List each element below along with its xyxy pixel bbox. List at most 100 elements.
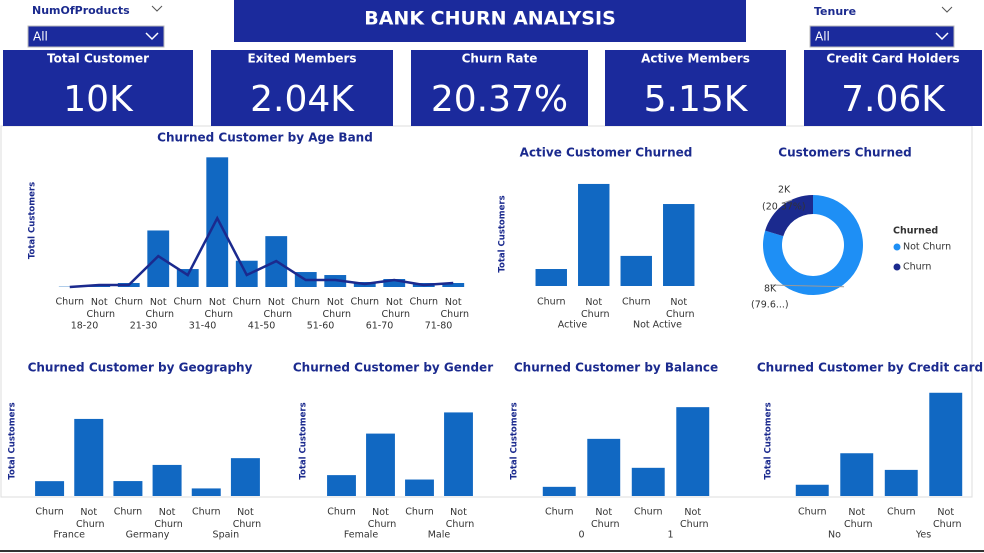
chart-title: Churned Customer by Gender	[293, 361, 493, 375]
title-box	[234, 0, 746, 42]
percent-label: (79.6...)	[751, 300, 789, 311]
y-axis-label: Total Customers	[764, 402, 774, 479]
y-axis-label: Total Customers	[498, 195, 508, 272]
x-tick-label: Churn	[410, 297, 438, 308]
x-group-label: France	[53, 530, 85, 541]
bar	[840, 453, 874, 496]
x-tick-label: Churn	[56, 297, 84, 308]
slicer-dropdown[interactable]	[27, 25, 165, 48]
chevron	[151, 5, 163, 12]
bar	[405, 479, 434, 496]
chart-title: Churned Customer by Geography	[28, 361, 253, 375]
x-tick-label: Not Churn	[379, 297, 410, 320]
x-group-label: Germany	[126, 530, 170, 541]
x-tick-label: Not Churn	[73, 507, 104, 530]
chart-title: Customers Churned	[778, 146, 911, 160]
x-group-label: 71-80	[425, 321, 453, 332]
bar	[631, 467, 665, 496]
x-tick-label: Not Churn	[930, 507, 961, 530]
x-group-label: 31-40	[189, 321, 217, 332]
x-tick-label: Not Churn	[663, 297, 694, 320]
x-tick-label: Not Churn	[677, 507, 708, 530]
x-tick-label: Not Churn	[230, 507, 261, 530]
kpi-card	[3, 50, 193, 126]
chart-title: Churned Customer by Balance	[514, 361, 718, 375]
kpi-value: 20.37%	[431, 79, 568, 120]
x-tick-label: Not Churn	[841, 507, 872, 530]
x-tick-label: Churn	[174, 297, 202, 308]
kpi-value: 10K	[63, 79, 134, 120]
x-tick-label: Not Churn	[320, 297, 351, 320]
kpi-label: Credit Card Holders	[826, 52, 959, 66]
legend-item: Not Churn	[903, 242, 951, 253]
x-tick-label: Churn	[115, 297, 143, 308]
kpi-label: Exited Members	[247, 52, 356, 66]
x-tick-label: Churn	[351, 297, 379, 308]
slicer-label: NumOfProducts	[32, 4, 130, 17]
x-tick-label: Not Churn	[151, 507, 182, 530]
bar	[620, 255, 652, 286]
bar	[206, 157, 229, 287]
x-group-label: Not Active	[633, 320, 682, 331]
slicer-dropdown[interactable]	[809, 25, 955, 48]
bar	[795, 484, 829, 496]
x-tick-label: Not Churn	[443, 507, 474, 530]
x-tick-label: Churn	[537, 297, 565, 308]
bar	[383, 279, 406, 287]
kpi-label: Total Customer	[47, 52, 149, 66]
leader-line	[781, 199, 793, 204]
x-group-label: Active	[558, 320, 588, 331]
x-group-label: Spain	[213, 530, 240, 541]
kpi-card	[804, 50, 982, 126]
chart-title: Churned Customer by Age Band	[157, 131, 373, 145]
chevron	[941, 6, 953, 13]
x-tick-label: Churn	[634, 507, 662, 518]
dashboard-title: BANK CHURN ANALYSIS	[364, 8, 616, 30]
bar	[442, 283, 465, 287]
kpi-value: 7.06K	[841, 79, 946, 120]
kpi-card	[211, 50, 393, 126]
slicer-value: All	[33, 30, 48, 44]
x-tick-label: Churn	[798, 507, 826, 518]
x-tick-label: Churn	[887, 507, 915, 518]
x-tick-label: Churn	[292, 297, 320, 308]
donut-slice	[762, 195, 863, 295]
bar	[113, 481, 143, 496]
x-tick-label: Not Churn	[202, 297, 233, 320]
legend-title: Churned	[893, 226, 938, 237]
slicer-value: All	[815, 30, 830, 44]
bar	[542, 486, 576, 496]
y-axis-label: Total Customers	[299, 402, 309, 479]
x-group-label: 18-20	[71, 321, 99, 332]
bar	[230, 458, 260, 496]
chevron	[935, 32, 949, 41]
bar	[191, 488, 221, 496]
x-group-label: Yes	[915, 530, 931, 541]
kpi-card	[605, 50, 786, 126]
x-group-label: Female	[344, 530, 379, 541]
bar	[327, 475, 356, 496]
bar	[444, 412, 473, 496]
slicer-label: Tenure	[814, 5, 856, 18]
bar	[578, 183, 610, 286]
x-group-label: Male	[428, 530, 451, 541]
x-tick-label: Not Churn	[365, 507, 396, 530]
x-group-label: 0	[578, 530, 584, 541]
kpi-label: Churn Rate	[462, 52, 538, 66]
x-tick-label: Churn	[192, 507, 220, 518]
chart-title: Churned Customer by Credit card	[757, 361, 983, 375]
x-tick-label: Not Churn	[438, 297, 469, 320]
x-tick-label: Churn	[327, 507, 355, 518]
bar	[147, 230, 170, 287]
x-tick-label: Churn	[114, 507, 142, 518]
x-tick-label: Churn	[405, 507, 433, 518]
value-label: 2K	[778, 185, 791, 196]
bar	[74, 418, 104, 496]
x-tick-label: Churn	[622, 297, 650, 308]
value-label: 8K	[764, 284, 777, 295]
legend-item: Churn	[903, 262, 931, 273]
kpi-value: 2.04K	[250, 79, 355, 120]
y-axis-label: Total Customers	[28, 182, 38, 259]
